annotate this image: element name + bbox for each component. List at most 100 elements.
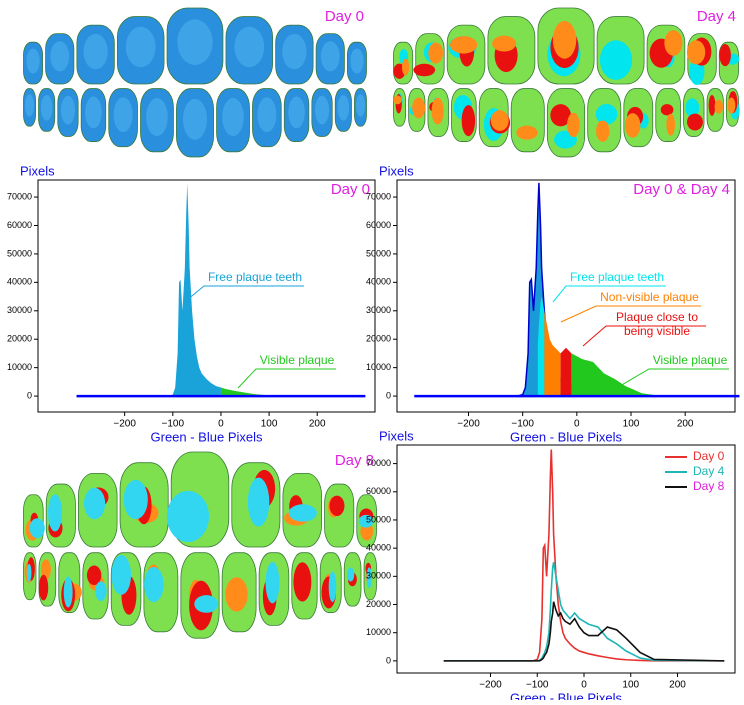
plaque-spot (428, 42, 444, 64)
x-tick-label: 100 (261, 419, 278, 430)
y-tick-label: 30000 (7, 305, 32, 315)
y-tick-label: 50000 (366, 248, 391, 258)
tooth (510, 88, 545, 153)
plaque-spot (293, 562, 312, 602)
plaque-spot (685, 98, 700, 118)
x-tick-label: 200 (677, 419, 694, 430)
line (443, 562, 725, 662)
x-axis-label: Green - Blue Pixels (510, 429, 622, 444)
plaque-spot (111, 555, 132, 595)
annotation-text: Free plaque teeth (569, 270, 665, 284)
plaque-spot (26, 563, 32, 582)
x-tick-label: −100 (511, 419, 534, 430)
plaque-spot (624, 113, 641, 138)
tooth-shine (320, 41, 340, 72)
line (443, 449, 725, 662)
plaque-spot (123, 479, 148, 520)
plaque-spot (366, 567, 372, 588)
plaque-spot (596, 120, 610, 142)
tooth-shine (113, 97, 133, 133)
annotation-text: Free plaque teeth (207, 270, 303, 284)
y-tick-label: 40000 (7, 277, 32, 287)
tooth-image (23, 451, 377, 639)
plaque-spot (358, 514, 374, 528)
y-tick-label: 70000 (366, 191, 391, 201)
leader-line (186, 285, 304, 301)
plaque-spot (664, 30, 683, 56)
tooth-shine (125, 26, 156, 68)
x-tick-label: 200 (309, 419, 326, 430)
tooth-shine (177, 19, 213, 65)
y-tick-label: 60000 (366, 486, 391, 496)
image-label: Day 4 (697, 8, 736, 25)
plaque-spot (686, 113, 703, 131)
annotation: Plaque close to being visible (615, 310, 699, 338)
plaque-spot (552, 20, 577, 59)
plot-frame (37, 179, 376, 413)
plaque-spot (660, 104, 674, 116)
plaque-spot (666, 113, 675, 136)
leader-line (560, 305, 701, 323)
plaque-spot (328, 571, 337, 603)
legend-label: Day 8 (693, 479, 725, 493)
y-tick-label: 60000 (366, 220, 391, 230)
tooth-shine (337, 94, 350, 121)
plaque-spot (461, 105, 476, 137)
x-tick-label: 0 (581, 680, 587, 691)
x-axis-label: Green - Blue Pixels (510, 690, 622, 700)
x-tick-label: 100 (623, 419, 640, 430)
leader-line (619, 368, 729, 387)
x-tick-label: 0 (574, 419, 580, 430)
plaque-spot (708, 94, 716, 116)
tooth-shine (355, 94, 365, 117)
chart-title: Day 0 (331, 181, 370, 198)
plaque-spot (247, 477, 270, 527)
y-tick-label: 40000 (366, 543, 391, 553)
tooth-shine (25, 94, 35, 117)
plaque-spot (567, 112, 580, 138)
tooth-image (23, 7, 367, 158)
tooth-shine (282, 33, 307, 70)
tooth-shine (85, 96, 102, 129)
x-tick-label: 0 (218, 419, 224, 430)
tooth-image (393, 7, 740, 158)
plaque-spot (431, 97, 444, 125)
x-tick-label: 200 (669, 680, 686, 691)
tooth-shine (146, 98, 168, 137)
y-tick-label: 10000 (366, 627, 391, 637)
tooth-shine (83, 33, 108, 70)
x-axis-label: Green - Blue Pixels (151, 429, 263, 444)
y-tick-label: 0 (386, 655, 391, 665)
y-tick-label: 30000 (366, 571, 391, 581)
y-tick-label: 0 (386, 390, 391, 400)
plaque-spot (86, 565, 102, 586)
annotation-text: Plaque close to being visible (615, 310, 699, 338)
legend-label: Day 4 (693, 464, 725, 478)
y-tick-label: 40000 (366, 277, 391, 287)
annotation-text: Visible plaque (259, 353, 335, 367)
y-tick-label: 60000 (7, 220, 32, 230)
area (571, 353, 740, 397)
y-tick-label: 50000 (7, 248, 32, 258)
plaque-spot (144, 566, 164, 603)
leader-line (552, 285, 666, 303)
annotation-text: Visible plaque (652, 353, 728, 367)
plaque-spot (83, 487, 106, 520)
y-tick-label: 20000 (366, 599, 391, 609)
plaque-spot (492, 35, 517, 52)
tooth-shine (288, 96, 305, 129)
plaque-spot (225, 577, 248, 612)
plaque-spot (393, 95, 402, 105)
annotation: Visible plaque (259, 353, 335, 367)
leader-line (582, 325, 706, 347)
plaque-spot (29, 518, 45, 539)
annotation: Free plaque teeth (207, 270, 303, 284)
y-tick-label: 70000 (366, 458, 391, 468)
plaque-spot (550, 104, 571, 127)
plaque-spot (265, 561, 280, 604)
x-tick-label: −100 (162, 419, 185, 430)
plaque-spot (329, 495, 345, 517)
tooth-shine (26, 48, 40, 74)
annotation-text: Non-visible plaque (600, 290, 699, 304)
